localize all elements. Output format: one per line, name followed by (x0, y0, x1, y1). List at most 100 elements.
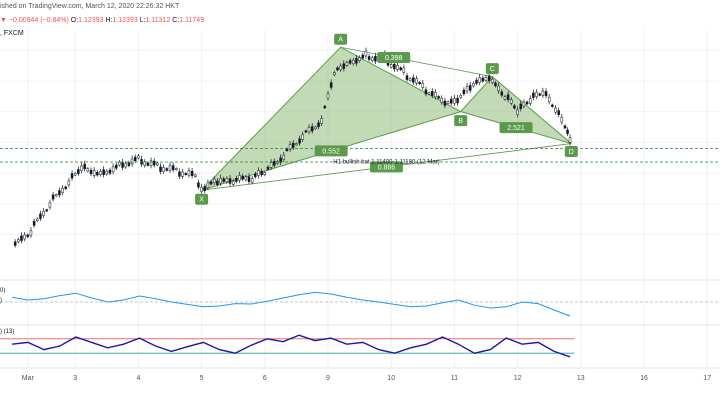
price-candle (516, 109, 519, 115)
price-candle (370, 57, 374, 61)
price-candle (333, 72, 336, 76)
price-candle (67, 180, 71, 186)
indicator-1-label: 0) (0, 288, 5, 294)
price-candle (475, 79, 478, 84)
price-candle (266, 166, 270, 170)
price-candle (212, 178, 216, 183)
price-candle (238, 175, 241, 181)
price-candle (320, 118, 323, 124)
high-value: 1.12393 (112, 17, 138, 24)
price-candle (566, 129, 569, 134)
price-candle (434, 92, 437, 98)
price-candle (500, 91, 504, 96)
price-candle (314, 126, 317, 130)
price-candle (244, 176, 248, 181)
price-candle (23, 234, 26, 240)
price-candle (13, 241, 17, 246)
harmonic-pattern (201, 46, 572, 191)
price-candle (557, 110, 560, 115)
price-candle (415, 78, 418, 84)
price-candle (133, 156, 137, 162)
price-candle (269, 162, 273, 168)
price-candle (42, 210, 45, 216)
price-candle (342, 63, 346, 69)
price-candle (39, 213, 42, 219)
price-candle (484, 77, 488, 81)
x-tick-label: 6 (263, 375, 267, 382)
price-candle (449, 98, 453, 104)
point-label-d: D (569, 149, 574, 156)
price-candle (194, 174, 197, 177)
price-candle (92, 170, 96, 176)
price-candle (459, 94, 462, 98)
price-candle (257, 170, 260, 176)
price-candle (456, 97, 459, 104)
price-candle (73, 173, 77, 176)
x-tick-label: 5 (200, 375, 204, 382)
indicator-2-line (11, 334, 571, 358)
price-candle (149, 160, 153, 166)
price-candle (412, 77, 415, 83)
price-candle (203, 186, 207, 191)
price-candle (235, 177, 238, 182)
price-candle (568, 137, 572, 143)
price-candle (389, 64, 393, 68)
price-candle (121, 162, 124, 168)
price-candle (175, 168, 178, 171)
price-candle (393, 63, 396, 70)
price-candle (105, 171, 109, 175)
price-candle (45, 209, 49, 212)
price-candle (440, 97, 444, 103)
point-label-c: C (490, 66, 495, 73)
price-candle (77, 169, 80, 174)
price-candle (310, 126, 314, 132)
price-candle (159, 166, 162, 172)
point-label-a-box (334, 33, 348, 45)
price-candle (36, 218, 39, 222)
price-candle (532, 92, 535, 98)
price-candle (317, 122, 320, 128)
price-candle (326, 93, 330, 99)
low-label: L: (139, 17, 146, 24)
price-candle (206, 182, 210, 188)
price-candle (446, 101, 450, 104)
price-candle (111, 166, 115, 172)
price-candle (399, 67, 402, 71)
price-candle (228, 178, 232, 184)
price-candle (478, 77, 481, 83)
price-candle (424, 89, 428, 95)
indicator-1-label-2: ) (0, 298, 2, 304)
pattern-xab-triangle (201, 46, 463, 191)
price-candle (70, 173, 74, 179)
x-axis: Mar 3 4 5 6 9 10 11 12 13 16 17 (0, 367, 720, 382)
price-candle (538, 93, 541, 96)
indicator-2-label: ) (13) (0, 329, 14, 335)
price-candle (304, 130, 308, 133)
price-candle (99, 171, 102, 175)
price-candle (554, 107, 557, 113)
point-label-c-box (485, 63, 499, 75)
price-candle (291, 142, 295, 148)
open-label: O: (70, 17, 79, 24)
price-candle (355, 58, 358, 64)
price-candle (535, 92, 538, 97)
price-candle (86, 168, 90, 172)
price-candle (367, 56, 371, 60)
price-series (13, 47, 572, 248)
price-candle (431, 90, 434, 96)
price-candle (222, 178, 225, 182)
down-arrow-icon: ▼ (0, 17, 7, 24)
price-candle (544, 91, 548, 97)
ratio-label-xd-box (369, 161, 403, 173)
price-candle (503, 96, 507, 100)
price-candle (276, 161, 279, 164)
chart-grid (0, 30, 720, 368)
ratio-label-ac-box (377, 52, 411, 64)
price-candle (181, 171, 184, 177)
price-candle (187, 170, 191, 176)
data-source: , FXCM (0, 30, 24, 37)
close-value: 1.11749 (179, 17, 205, 24)
price-candle (468, 85, 472, 91)
x-tick-label: 10 (387, 375, 395, 382)
